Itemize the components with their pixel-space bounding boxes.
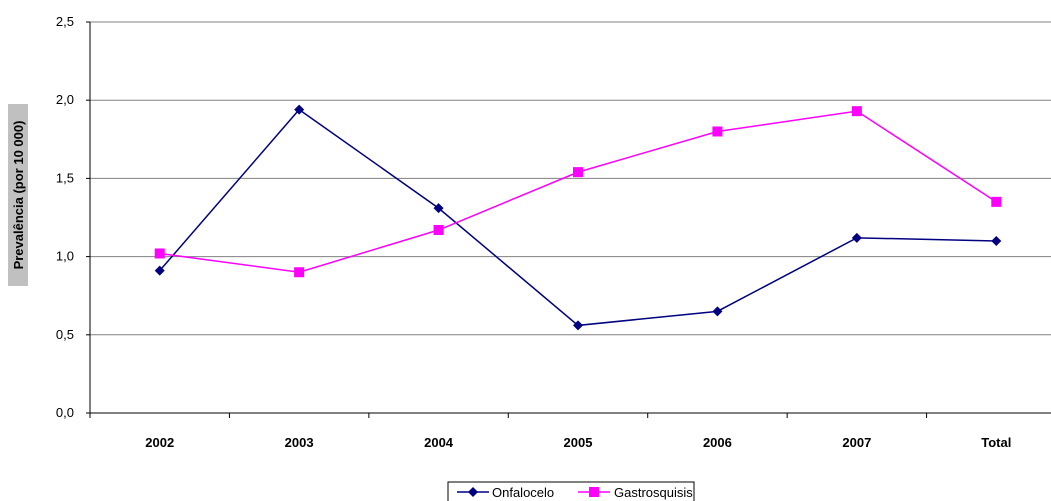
x-tick-label: 2003 — [285, 435, 314, 450]
data-point-onfalocelo — [573, 320, 583, 331]
y-tick-label: 2,5 — [56, 14, 74, 29]
data-point-gastrosquisis — [573, 167, 583, 178]
data-point-onfalocelo — [294, 104, 305, 115]
legend-item-gastrosquisis: Gastrosquisis — [578, 485, 693, 500]
data-point-onfalocelo — [991, 235, 1002, 246]
y-tick-label: 1,5 — [56, 170, 74, 185]
data-point-onfalocelo — [154, 265, 165, 276]
series-group — [154, 104, 1002, 331]
x-tick-label: 2007 — [842, 435, 871, 450]
y-axis-ticks: 0,0 0,5 1,0 1,5 2,0 2,5 — [56, 14, 90, 420]
x-tick-label: 2002 — [145, 435, 174, 450]
data-point-gastrosquisis — [991, 196, 1002, 207]
legend-square-marker — [589, 487, 599, 497]
x-tick-label: 2004 — [424, 435, 454, 450]
data-point-gastrosquisis — [712, 126, 723, 137]
y-tick-label: 2,0 — [56, 92, 74, 107]
x-axis-ticks: 2002 2003 2004 2005 2006 2007 Total — [89, 413, 1011, 450]
y-tick-label: 0,0 — [56, 405, 74, 420]
data-point-gastrosquisis — [154, 248, 165, 259]
y-axis-label-background — [8, 104, 28, 286]
y-tick-label: 1,0 — [56, 249, 74, 264]
legend-diamond-marker — [468, 487, 478, 497]
legend-item-onfalocelo: Onfalocelo — [457, 485, 554, 500]
gridlines — [90, 21, 1051, 336]
data-point-gastrosquisis — [294, 267, 305, 278]
legend: Onfalocelo Gastrosquisis — [447, 481, 695, 501]
data-point-gastrosquisis — [851, 106, 862, 117]
x-tick-label: Total — [981, 435, 1011, 450]
legend-label-onfalocelo: Onfalocelo — [492, 485, 554, 500]
legend-box — [447, 481, 695, 501]
series-line-onfalocelo — [159, 108, 997, 327]
data-point-onfalocelo — [851, 232, 862, 243]
x-tick-label: 2005 — [564, 435, 593, 450]
y-axis-label-group: Prevalência (por 10 000) — [8, 104, 28, 286]
x-tick-label: 2006 — [703, 435, 732, 450]
legend-label-gastrosquisis: Gastrosquisis — [614, 485, 693, 500]
series-line-gastrosquisis — [159, 110, 997, 274]
data-point-gastrosquisis — [433, 225, 444, 236]
y-axis-label: Prevalência (por 10 000) — [11, 121, 26, 270]
y-tick-label: 0,5 — [56, 327, 74, 342]
data-point-onfalocelo — [433, 203, 444, 214]
data-point-onfalocelo — [712, 306, 723, 317]
